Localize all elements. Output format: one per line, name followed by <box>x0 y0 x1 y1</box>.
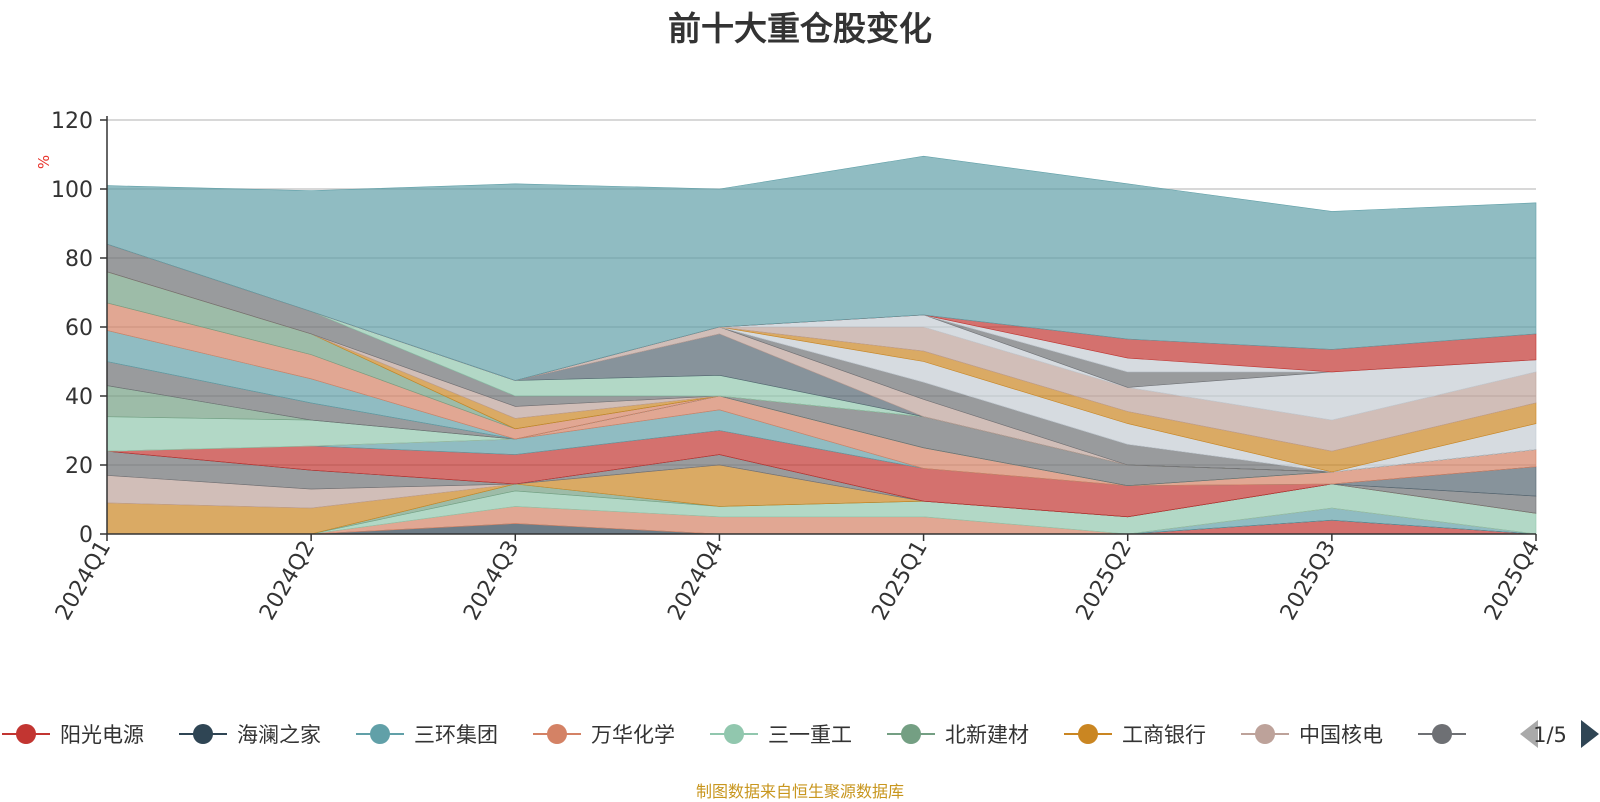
x-tick-label: 2024Q1 <box>51 537 116 625</box>
legend-marker <box>547 724 567 744</box>
y-tick-label: 60 <box>65 316 93 341</box>
legend-item[interactable]: 三环集团 <box>356 723 498 747</box>
legend-item[interactable] <box>1418 724 1466 744</box>
legend-label: 海澜之家 <box>237 723 321 747</box>
x-tick-label: 2025Q2 <box>1072 537 1137 625</box>
next-page-icon[interactable] <box>1581 720 1599 748</box>
legend-label: 中国核电 <box>1299 723 1383 747</box>
area-series <box>106 155 1537 381</box>
legend-marker <box>1432 724 1452 744</box>
x-tick-label: 2025Q4 <box>1480 537 1545 625</box>
x-tick-label: 2025Q3 <box>1276 537 1341 625</box>
x-tick-label: 2024Q3 <box>459 537 524 625</box>
y-tick-label: 120 <box>51 109 93 134</box>
legend-label: 万华化学 <box>591 723 675 747</box>
legend-item[interactable]: 海澜之家 <box>179 723 321 747</box>
area-series-group <box>106 155 1537 535</box>
y-tick-label: 40 <box>65 385 93 410</box>
legend-item[interactable]: 工商银行 <box>1064 723 1206 747</box>
legend-page-indicator: 1/5 <box>1533 723 1567 747</box>
legend-marker <box>370 724 390 744</box>
legend-item[interactable]: 万华化学 <box>533 723 675 747</box>
legend-marker <box>1078 724 1098 744</box>
legend-label: 工商银行 <box>1122 723 1206 747</box>
x-tick-label: 2025Q1 <box>867 537 932 625</box>
chart-title: 前十大重仓股变化 <box>668 9 932 48</box>
legend-item[interactable]: 中国核电 <box>1241 723 1383 747</box>
y-tick-label: 100 <box>51 178 93 203</box>
legend-marker <box>901 724 921 744</box>
y-tick-label: 20 <box>65 454 93 479</box>
legend: 阳光电源 海澜之家 三环集团 万华化学 三一重工 北新建材 工商银行 中国核电 1/5 <box>0 716 1600 752</box>
legend-label: 北新建材 <box>945 723 1029 747</box>
legend-label: 三环集团 <box>414 723 498 747</box>
x-tick-label: 2024Q2 <box>255 537 320 625</box>
legend-label: 阳光电源 <box>60 723 144 747</box>
y-tick-label: 80 <box>65 247 93 272</box>
legend-marker <box>193 724 213 744</box>
legend-marker <box>16 724 36 744</box>
legend-marker <box>1255 724 1275 744</box>
x-tick-label: 2024Q4 <box>663 537 728 625</box>
legend-marker <box>724 724 744 744</box>
prev-page-icon[interactable] <box>1520 720 1538 748</box>
legend-items: 阳光电源 海澜之家 三环集团 万华化学 三一重工 北新建材 工商银行 中国核电 1/5 <box>2 720 1599 748</box>
source-note: 制图数据来自恒生聚源数据库 <box>695 782 904 801</box>
legend-item[interactable]: 阳光电源 <box>2 723 144 747</box>
legend-item[interactable]: 三一重工 <box>710 723 852 747</box>
legend-label: 三一重工 <box>768 723 852 747</box>
y-axis-unit-label: % <box>35 155 53 169</box>
y-tick-label: 0 <box>79 523 93 548</box>
legend-item[interactable]: 北新建材 <box>887 723 1029 747</box>
